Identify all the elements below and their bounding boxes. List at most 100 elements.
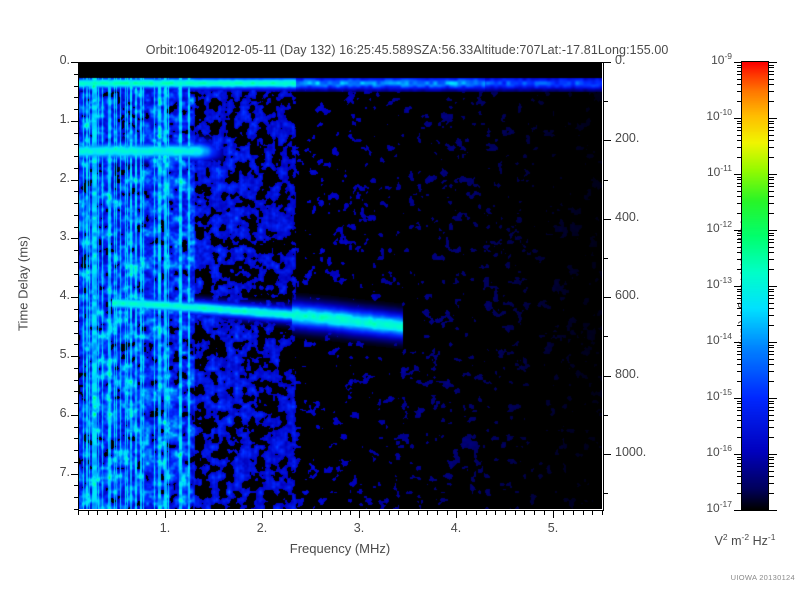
colorbar-tick-minor	[737, 269, 742, 270]
y-tick-label: 1.	[59, 112, 70, 126]
x-tick-minor	[243, 510, 244, 515]
colorbar-tick-minor	[737, 457, 742, 458]
colorbar-tick-minor	[769, 127, 774, 128]
colorbar-tick-minor	[737, 354, 742, 355]
y2-tick-minor	[603, 336, 608, 337]
x-tick-minor	[427, 510, 428, 515]
colorbar-tick-minor	[737, 239, 742, 240]
colorbar-tick-minor	[769, 364, 774, 365]
colorbar-tick-minor	[769, 179, 774, 180]
colorbar-tick-minor	[769, 347, 774, 348]
colorbar-tick-minor	[737, 233, 742, 234]
y-tick-minor	[74, 97, 78, 98]
colorbar-tick-major	[734, 118, 742, 119]
x-tick-minor	[524, 510, 525, 515]
figure-header: Orbit:106492012-05-11 (Day 132) 16:25:45…	[0, 29, 800, 71]
x-tick-minor	[194, 510, 195, 515]
sza-value: 56.33	[441, 43, 474, 57]
x-tick-minor	[88, 510, 89, 515]
longitude-value: 155.00	[629, 43, 669, 57]
colorbar-tick-minor	[737, 196, 742, 197]
colorbar-tick-minor	[737, 74, 742, 75]
colorbar-tick-major	[769, 342, 777, 343]
colorbar-tick-minor	[737, 235, 742, 236]
y2-tick-label: 600.	[615, 288, 640, 302]
x-tick-minor	[466, 510, 467, 515]
x-tick-minor	[311, 510, 312, 515]
y-tick-major	[71, 62, 78, 63]
colorbar-tick-minor	[769, 74, 774, 75]
unit-hz-exp: -1	[767, 531, 776, 542]
colorbar-tick-label: 10-13	[706, 275, 732, 291]
colorbar-tick-minor	[737, 84, 742, 85]
y-tick-minor	[74, 497, 78, 498]
colorbar-tick-major	[734, 286, 742, 287]
x-tick-minor	[379, 510, 380, 515]
y2-tick-minor	[603, 415, 608, 416]
colorbar-tick-minor	[737, 427, 742, 428]
y-tick-minor	[74, 462, 78, 463]
y-tick-minor	[74, 391, 78, 392]
colorbar-tick-minor	[769, 427, 774, 428]
y-tick-minor	[74, 309, 78, 310]
colorbar-tick-minor	[737, 213, 742, 214]
colorbar-tick-minor	[737, 121, 742, 122]
x-tick-minor	[146, 510, 147, 515]
x-tick-minor	[583, 510, 584, 515]
colorbar-tick-minor	[769, 291, 774, 292]
x-tick-minor	[534, 510, 535, 515]
colorbar-tick-minor	[769, 354, 774, 355]
colorbar-tick-minor	[737, 476, 742, 477]
sza-label: SZA:	[413, 43, 442, 57]
colorbar-tick-minor	[737, 242, 742, 243]
x-tick-minor	[97, 510, 98, 515]
colorbar-tick-minor	[769, 91, 774, 92]
colorbar-tick-minor	[737, 179, 742, 180]
y-tick-minor	[74, 86, 78, 87]
unit-m-exp: -2	[741, 531, 750, 542]
y-tick-minor	[74, 215, 78, 216]
y2-tick-minor	[603, 258, 608, 259]
colorbar-tick-minor	[737, 403, 742, 404]
x-tick-major	[456, 510, 457, 518]
y-tick-minor	[74, 109, 78, 110]
x-axis-title: Frequency (MHz)	[289, 541, 391, 556]
y-tick-minor	[74, 509, 78, 510]
x-tick-minor	[253, 510, 254, 515]
colorbar-tick-minor	[769, 183, 774, 184]
colorbar-tick-minor	[769, 359, 774, 360]
y2-tick-label: 800.	[615, 367, 640, 381]
colorbar-tick-minor	[769, 186, 774, 187]
colorbar-tick-minor	[737, 401, 742, 402]
colorbar-tick-minor	[737, 289, 742, 290]
x-tick-minor	[602, 510, 603, 515]
x-tick-minor	[476, 510, 477, 515]
colorbar-tick-major	[734, 398, 742, 399]
colorbar-tick-minor	[769, 345, 774, 346]
y2-tick-major	[603, 62, 611, 63]
y2-tick-major	[603, 219, 611, 220]
colorbar-tick-major	[734, 510, 742, 511]
x-tick-minor	[437, 510, 438, 515]
colorbar-tick-label: 10-10	[706, 107, 732, 123]
colorbar-tick-minor	[737, 459, 742, 460]
colorbar-tick-minor	[769, 239, 774, 240]
colorbar-tick-minor	[769, 315, 774, 316]
x-tick-minor	[204, 510, 205, 515]
y-tick-label: 7.	[59, 465, 70, 479]
colorbar-tick-major	[769, 118, 777, 119]
colorbar-tick-minor	[737, 65, 742, 66]
colorbar-tick-minor	[769, 269, 774, 270]
unit-v-exp: 2	[722, 531, 728, 542]
x-tick-minor	[398, 510, 399, 515]
colorbar-tick-minor	[737, 123, 742, 124]
y2-tick-minor	[603, 493, 608, 494]
colorbar-tick-minor	[769, 121, 774, 122]
x-tick-minor	[486, 510, 487, 515]
colorbar-tick-minor	[737, 291, 742, 292]
y-tick-minor	[74, 485, 78, 486]
colorbar-tick-minor	[769, 459, 774, 460]
altitude-value: 707	[519, 43, 541, 57]
x-tick-minor	[592, 510, 593, 515]
